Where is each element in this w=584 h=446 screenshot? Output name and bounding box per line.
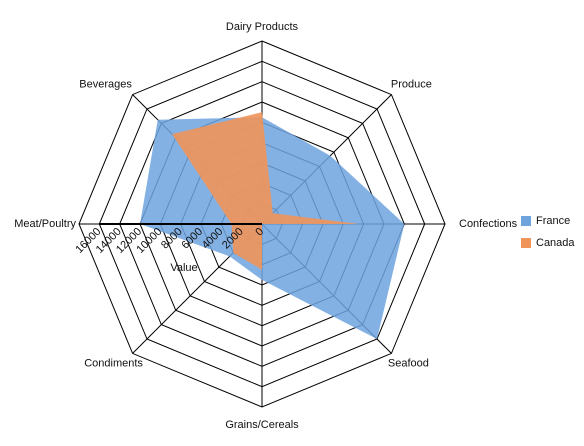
- legend-label-canada[interactable]: Canada: [536, 237, 575, 249]
- legend-swatch-canada[interactable]: [521, 238, 531, 248]
- legend[interactable]: France Canada: [521, 215, 575, 249]
- category-label: Beverages: [79, 79, 132, 91]
- category-label: Produce: [391, 79, 432, 91]
- category-label: Seafood: [388, 357, 429, 369]
- category-label: Condiments: [84, 357, 143, 369]
- legend-swatch-france[interactable]: [521, 216, 531, 226]
- axis-title: Value: [170, 262, 197, 274]
- category-label: Confections: [459, 218, 518, 230]
- category-label: Dairy Products: [226, 21, 299, 33]
- legend-label-france[interactable]: France: [536, 215, 570, 227]
- category-label: Grains/Cereals: [225, 419, 299, 431]
- category-label: Meat/Poultry: [14, 218, 76, 230]
- series-area-canada[interactable]: [172, 112, 359, 270]
- series-layer: [140, 112, 405, 340]
- category-label-layer: Dairy Products Produce Confections Seafood G…: [14, 21, 517, 431]
